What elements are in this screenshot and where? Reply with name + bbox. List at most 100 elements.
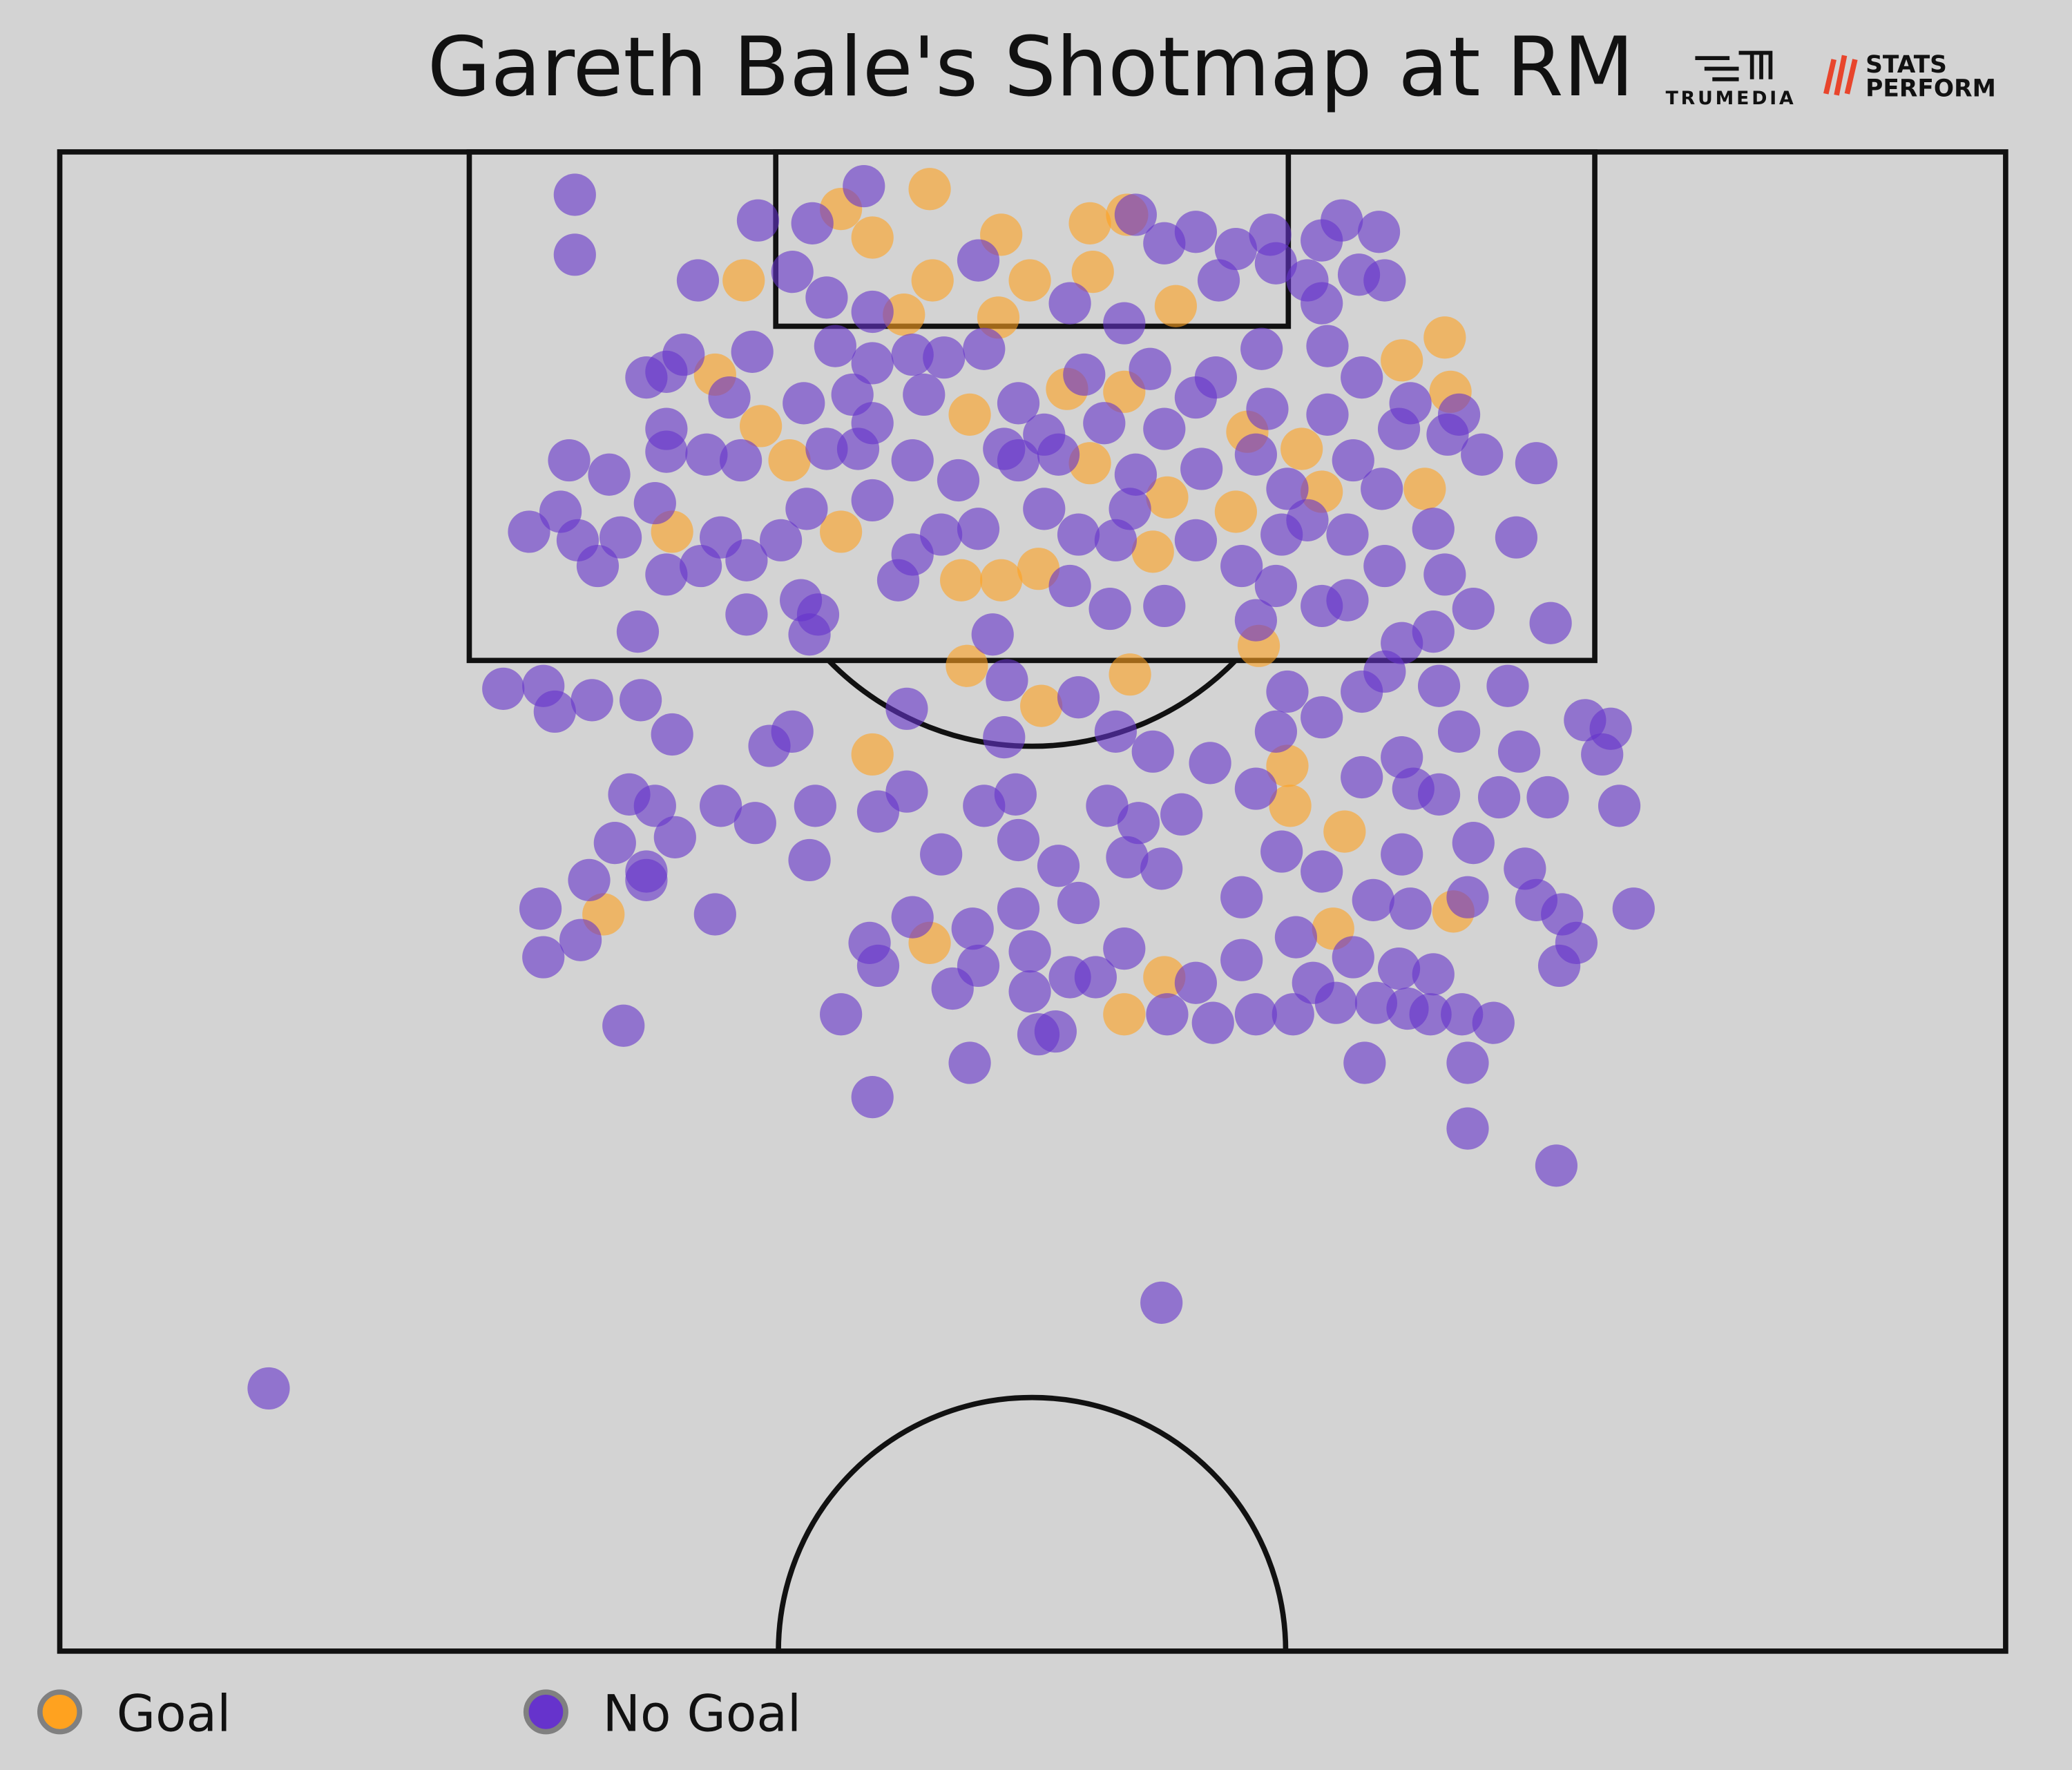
shot-point [940,559,983,602]
shot-point [923,336,966,379]
shot-point [951,907,994,950]
logo-icon [1695,50,1773,81]
shot-point [1220,939,1263,981]
shot-point [1537,944,1581,988]
shot-point [994,773,1037,816]
shot-point [1140,847,1183,890]
shot-point [1048,564,1091,608]
shot-point [653,816,696,858]
shot-point [768,439,811,482]
legend-label: No Goal [603,1686,801,1744]
shot-point [633,481,676,525]
shot-point [588,453,631,496]
shot-point [1143,584,1186,628]
shot-point [1452,822,1495,865]
shot-point [1048,282,1091,325]
shot-point [1114,453,1157,496]
shot-point [1057,513,1100,556]
shot-point [1526,776,1569,819]
shot-point [1497,730,1541,773]
shot-point [1535,1144,1578,1187]
legend: Goal No Goal [37,1686,801,1744]
shot-point [482,667,525,710]
shot-point [851,479,894,522]
shot-point [1495,516,1538,559]
shot-point [1412,508,1455,550]
shot-point [876,559,920,602]
shot-point [1017,548,1060,590]
shot-point [1117,802,1160,845]
shot-point [1326,513,1369,556]
shot-point [1143,956,1186,999]
shot-point [1452,587,1495,631]
shot-point [733,802,776,845]
shot-point [1486,664,1529,707]
shot-point [599,516,642,559]
shot-point [1114,193,1157,236]
shot-point [1446,876,1489,918]
shot-point [1363,650,1406,693]
shot-point [771,251,814,294]
shot-point [533,690,576,733]
shot-point [1423,316,1466,359]
shot-point [645,430,688,473]
shot-point [1234,599,1277,642]
shot-point [619,679,662,722]
shots [247,164,1655,1410]
shot-point [836,427,880,470]
shot-point [1129,347,1171,390]
shot-point [1063,353,1106,396]
shot-point [1234,433,1277,476]
shot-point [1140,1281,1183,1324]
shot-point [891,333,934,376]
shot-point [1180,448,1223,490]
shot-point [820,510,863,553]
shot-point [760,519,803,561]
shot-point [1301,850,1343,893]
shot-point [1174,519,1217,561]
shot-point [1417,664,1461,707]
shot-point [1146,476,1189,519]
shot-point [1008,970,1051,1013]
shot-point [1341,356,1383,399]
shot-point [1332,936,1374,979]
shot-point [1437,710,1481,753]
shot-point [851,733,894,776]
shot-point [1057,881,1100,925]
shot-point [1234,993,1277,1036]
shot-point [553,173,596,216]
shot-point [1109,488,1151,530]
shot-point [1131,530,1174,573]
shot-point [785,488,828,530]
legend-marker [37,1689,83,1735]
shot-point [1301,282,1343,325]
shot-point [997,887,1040,930]
shot-point [788,838,831,882]
shot-point [1426,413,1469,456]
shot-point [1266,670,1309,713]
shot-point [794,785,836,827]
shot-point [1106,836,1149,878]
shot-point [1341,756,1383,799]
shot-point [708,376,751,419]
shot-point [570,679,613,722]
shot-point [1326,579,1369,622]
shot-point [722,259,765,302]
shot-point [519,887,562,930]
shot-point [805,427,848,470]
shot-point [1352,878,1394,921]
shot-point [1103,927,1146,970]
shot-point [676,259,720,302]
shot-point [1154,285,1197,327]
shot-point [946,644,988,687]
shot-point [1074,956,1117,999]
shot-point [1343,1041,1386,1084]
shot-point [1461,433,1504,476]
shot-point [1109,653,1151,696]
shot-point [783,382,825,425]
shot-point [820,993,863,1036]
shot-point [771,710,814,753]
shot-point [1274,916,1317,959]
shot-point [1189,742,1231,785]
shot-point [814,325,856,367]
